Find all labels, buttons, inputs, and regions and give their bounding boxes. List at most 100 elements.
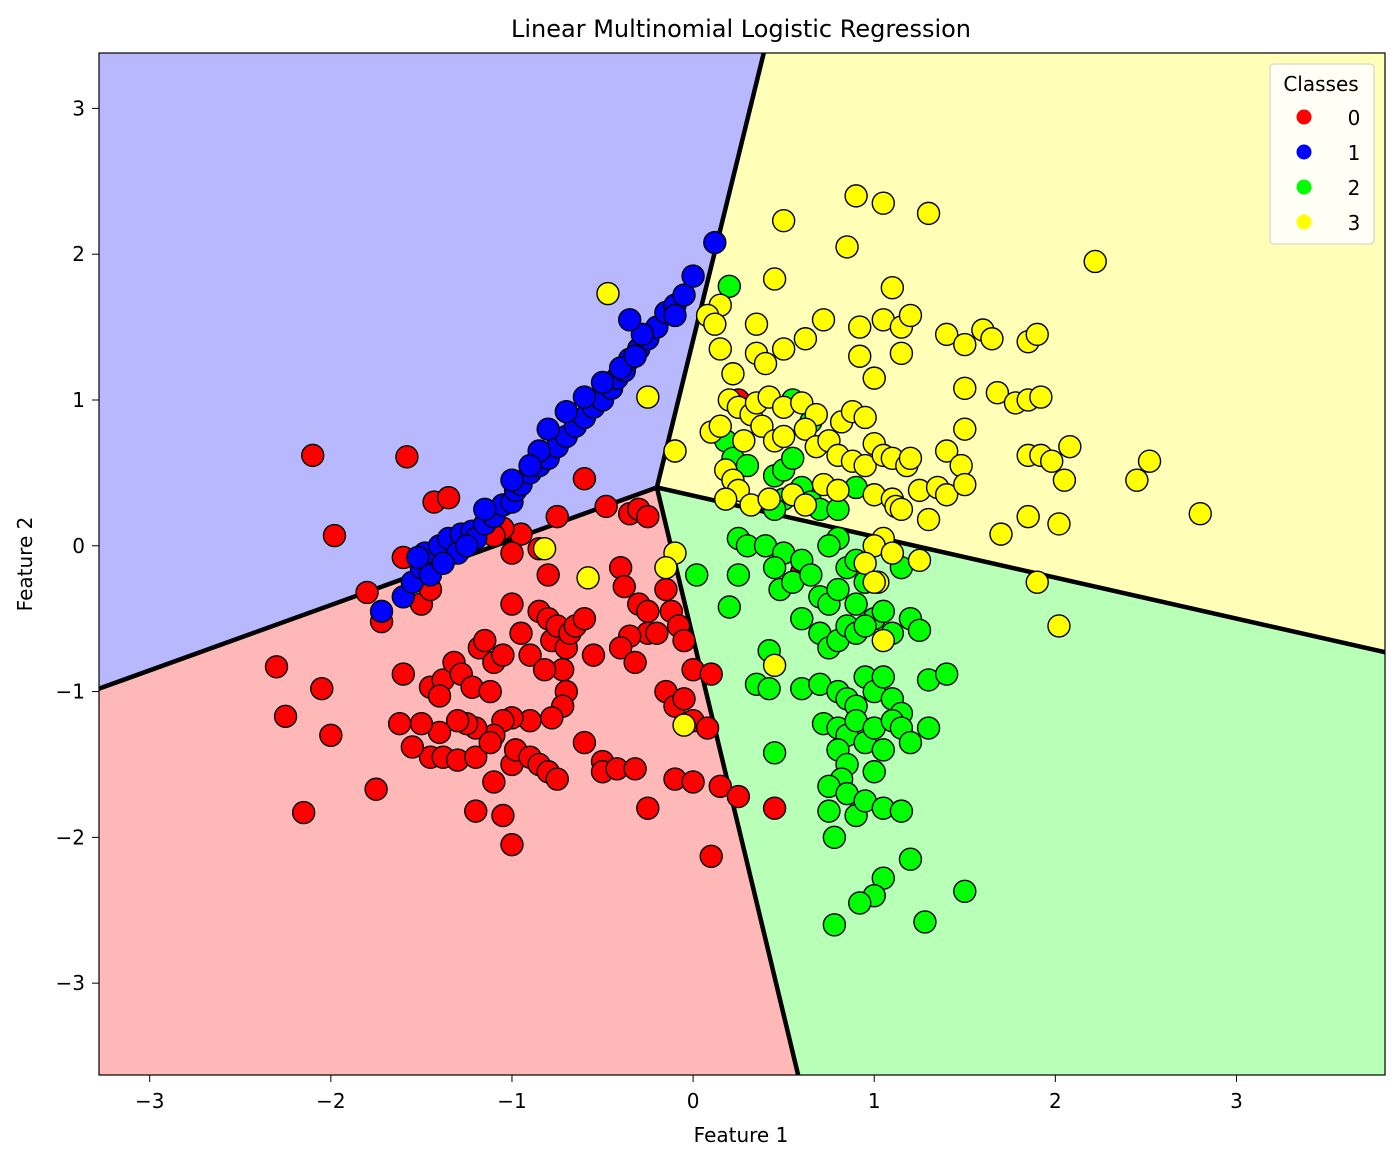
point-class-2 [826, 577, 850, 602]
point-class-0 [636, 796, 660, 820]
point-class-1 [406, 545, 430, 570]
x-tick-label: −3 [135, 1089, 164, 1113]
point-class-0 [464, 745, 488, 769]
point-class-3 [663, 439, 687, 463]
point-class-3 [1047, 614, 1071, 638]
point-class-2 [762, 555, 787, 580]
data-points [264, 184, 1212, 937]
point-class-3 [853, 405, 877, 430]
point-class-3 [1188, 502, 1212, 526]
point-class-0 [654, 577, 678, 602]
y-tick-label: 0 [72, 534, 85, 558]
point-class-3 [871, 628, 895, 653]
y-tick-label: −3 [56, 971, 85, 995]
point-class-3 [636, 385, 660, 409]
point-class-0 [391, 662, 415, 686]
point-class-0 [301, 443, 325, 468]
region-class-1 [99, 53, 764, 689]
point-class-0 [436, 485, 461, 510]
point-class-0 [478, 679, 502, 704]
point-class-3 [753, 351, 778, 376]
point-class-3 [708, 414, 732, 438]
point-class-0 [291, 800, 316, 825]
point-class-3 [953, 472, 977, 497]
point-class-0 [699, 662, 723, 686]
point-class-2 [817, 799, 841, 823]
legend-title: Classes [1283, 72, 1358, 96]
point-class-3 [757, 487, 781, 511]
point-class-2 [685, 563, 709, 587]
point-class-3 [1025, 570, 1049, 594]
point-class-1 [473, 497, 497, 522]
point-class-0 [545, 767, 569, 791]
point-class-3 [771, 424, 796, 449]
point-class-3 [1058, 434, 1082, 459]
y-axis-label: Feature 2 [13, 517, 37, 612]
point-class-2 [853, 614, 877, 638]
y-axis-ticks: −3 −2 −1 0 1 2 3 [56, 96, 99, 995]
point-class-3 [889, 341, 914, 366]
point-class-3 [934, 322, 959, 347]
point-class-3 [672, 713, 696, 737]
point-class-0 [509, 621, 533, 645]
point-class-3 [826, 478, 850, 503]
point-class-0 [545, 504, 569, 529]
point-class-0 [608, 555, 633, 580]
point-class-0 [322, 523, 347, 548]
y-tick-label: 1 [72, 388, 85, 412]
point-class-3 [835, 235, 859, 259]
point-class-0 [310, 676, 334, 701]
point-class-0 [612, 574, 636, 599]
point-class-0 [540, 706, 564, 730]
point-class-1 [681, 264, 705, 288]
point-class-0 [532, 657, 557, 682]
point-class-3 [771, 208, 796, 233]
x-axis-ticks: −3 −2 −1 0 1 2 3 [135, 1075, 1243, 1113]
point-class-1 [554, 399, 579, 424]
point-class-3 [916, 507, 941, 532]
point-class-3 [732, 429, 756, 453]
point-class-0 [672, 687, 696, 711]
point-class-0 [572, 730, 597, 755]
point-class-3 [862, 366, 886, 390]
point-class-2 [848, 891, 872, 915]
point-class-3 [1137, 449, 1162, 473]
point-class-3 [532, 536, 557, 561]
point-class-3 [721, 362, 745, 386]
legend-marker-0 [1296, 109, 1312, 125]
point-class-3 [848, 344, 872, 368]
point-class-0 [319, 723, 343, 748]
y-tick-label: 3 [72, 96, 85, 120]
y-tick-label: −1 [56, 680, 85, 704]
point-class-3 [1016, 504, 1040, 529]
legend-label-2: 2 [1348, 176, 1361, 200]
point-class-3 [654, 555, 678, 580]
point-class-0 [400, 735, 425, 759]
point-class-0 [395, 445, 419, 469]
point-class-2 [889, 799, 914, 823]
point-class-1 [518, 453, 542, 478]
point-class-2 [871, 665, 895, 689]
point-class-1 [572, 385, 597, 409]
legend: Classes 0 1 2 3 [1269, 63, 1375, 245]
point-class-0 [636, 599, 660, 624]
point-class-3 [1029, 385, 1053, 409]
point-class-1 [536, 417, 560, 441]
point-class-0 [478, 730, 502, 755]
point-class-0 [500, 541, 524, 565]
point-class-3 [853, 551, 877, 575]
point-class-3 [793, 493, 818, 517]
point-class-2 [871, 738, 895, 762]
point-class-2 [726, 563, 751, 587]
point-class-3 [907, 548, 932, 573]
point-class-0 [264, 655, 289, 679]
point-class-3 [703, 312, 727, 336]
point-class-3 [762, 653, 787, 678]
point-class-2 [757, 676, 781, 701]
y-tick-label: 2 [72, 242, 85, 266]
point-class-0 [427, 684, 452, 708]
point-class-1 [672, 283, 696, 307]
point-class-3 [576, 566, 600, 590]
legend-label-1: 1 [1348, 141, 1361, 165]
